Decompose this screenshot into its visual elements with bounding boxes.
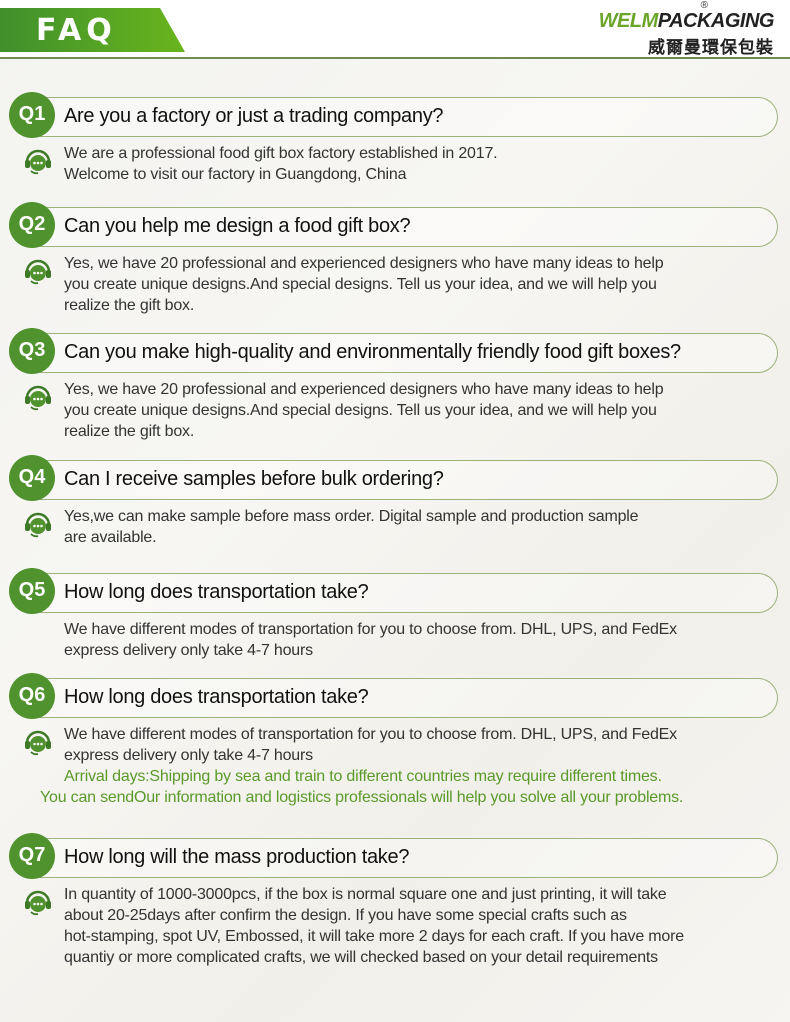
chat-support-icon (23, 383, 53, 411)
note-line: You can sendOur information and logistic… (40, 789, 684, 806)
header-divider (0, 57, 790, 59)
logo-text-en: WELMPACKAGING (598, 10, 775, 33)
logo-packaging: PACKAGING (657, 10, 775, 32)
answer-line: you create unique designs.And special de… (64, 402, 657, 419)
chat-support-icon (23, 728, 53, 756)
brand-logo: ® WELMPACKAGING 威爾曼環保包裝 (599, 0, 775, 58)
question-pill (30, 573, 778, 613)
question-text: Can you help me design a food gift box? (64, 215, 411, 237)
question-text: Can I receive samples before bulk orderi… (64, 468, 444, 490)
note-line: Arrival days:Shipping by sea and train t… (64, 768, 662, 785)
answer-line: express delivery only take 4-7 hours (64, 747, 313, 764)
answer-line: hot-stamping, spot UV, Embossed, it will… (64, 928, 684, 945)
question-pill (30, 678, 778, 718)
faq-banner (0, 8, 185, 52)
answer-line: Yes, we have 20 professional and experie… (64, 381, 664, 398)
chat-support-icon (23, 888, 53, 916)
answer-line: Yes,we can make sample before mass order… (64, 508, 639, 525)
answer-line: We have different modes of transportatio… (64, 726, 677, 743)
answer-text: We have different modes of transportatio… (40, 724, 683, 808)
question-pill (30, 838, 778, 878)
answer-line: quantiy or more complicated crafts, we w… (64, 949, 658, 966)
registered-mark: ® (700, 0, 708, 11)
chat-support-icon (23, 147, 53, 175)
answer-text: Yes, we have 20 professional and experie… (64, 253, 664, 316)
question-text: Are you a factory or just a trading comp… (64, 105, 444, 127)
logo-text-cn: 威爾曼環保包裝 (648, 38, 774, 58)
question-pill (30, 207, 778, 247)
answer-line: Yes, we have 20 professional and experie… (64, 255, 664, 272)
question-number-badge: Q1 (9, 92, 55, 138)
question-number-badge: Q5 (9, 568, 55, 614)
answer-line: you create unique designs.And special de… (64, 276, 657, 293)
answer-line: We are a professional food gift box fact… (64, 145, 498, 162)
question-number-badge: Q2 (9, 202, 55, 248)
answer-text: Yes,we can make sample before mass order… (64, 506, 639, 548)
header: FAQ ® WELMPACKAGING 威爾曼環保包裝 (0, 0, 790, 58)
question-text: How long does transportation take? (64, 686, 369, 708)
answer-line: realize the gift box. (64, 297, 195, 314)
answer-line: Welcome to visit our factory in Guangdon… (64, 166, 407, 183)
chat-support-icon (23, 257, 53, 285)
answer-line: In quantity of 1000-3000pcs, if the box … (64, 886, 667, 903)
question-number-badge: Q7 (9, 833, 55, 879)
page-title: FAQ (36, 13, 117, 48)
question-number-badge: Q6 (9, 673, 55, 719)
answer-text: We are a professional food gift box fact… (64, 143, 498, 185)
answer-line: We have different modes of transportatio… (64, 621, 677, 638)
answer-text: We have different modes of transportatio… (64, 619, 677, 661)
question-pill (30, 97, 778, 137)
answer-line: realize the gift box. (64, 423, 195, 440)
answer-text: Yes, we have 20 professional and experie… (64, 379, 664, 442)
answer-line: express delivery only take 4-7 hours (64, 642, 313, 659)
answer-line: about 20-25days after confirm the design… (64, 907, 627, 924)
chat-support-icon (23, 510, 53, 538)
question-text: How long will the mass production take? (64, 846, 410, 868)
logo-welm: WELM (598, 10, 659, 32)
answer-line: are available. (64, 529, 157, 546)
question-text: How long does transportation take? (64, 581, 369, 603)
question-pill (30, 333, 778, 373)
question-pill (30, 460, 778, 500)
question-number-badge: Q3 (9, 328, 55, 374)
question-number-badge: Q4 (9, 455, 55, 501)
answer-text: In quantity of 1000-3000pcs, if the box … (64, 884, 684, 968)
question-text: Can you make high-quality and environmen… (64, 341, 681, 363)
